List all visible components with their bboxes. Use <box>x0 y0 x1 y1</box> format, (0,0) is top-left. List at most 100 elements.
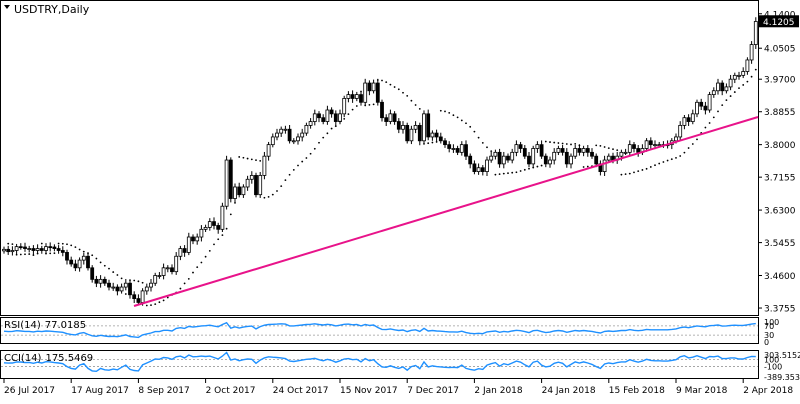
sar-dot <box>452 114 455 117</box>
candle-body <box>443 140 447 146</box>
sar-dot <box>347 113 350 116</box>
sar-dot <box>389 83 392 86</box>
candle-body <box>224 159 229 207</box>
candle-body <box>527 155 531 165</box>
sar-dot <box>196 266 199 269</box>
sar-dot <box>696 138 698 141</box>
sar-dot <box>599 144 602 147</box>
indicator-scale-label: -100 <box>764 363 782 372</box>
sar-dot <box>418 108 421 110</box>
candle-body <box>560 148 565 153</box>
sar-dot <box>633 171 635 174</box>
candle-body <box>695 101 699 115</box>
sar-dot <box>528 167 530 170</box>
candle-body <box>606 155 611 161</box>
candle-body <box>682 117 687 126</box>
candle <box>283 125 288 134</box>
candle <box>367 80 372 96</box>
candle-body <box>480 167 485 172</box>
candle <box>711 87 716 98</box>
candle-body <box>312 113 317 122</box>
trend-line[interactable] <box>133 116 759 307</box>
sar-dot <box>578 144 581 147</box>
candle <box>401 121 405 134</box>
candle <box>170 264 174 275</box>
cci-name: CCI(14) <box>4 353 42 364</box>
sar-dot <box>683 151 686 154</box>
sar-dot <box>208 249 211 252</box>
candle <box>384 114 389 126</box>
sar-dot <box>162 299 165 302</box>
time-tick-label: 15 Nov 2017 <box>340 386 398 396</box>
rsi-value: 77.0185 <box>45 320 86 331</box>
candle-body <box>186 236 191 253</box>
dropdown-triangle-icon[interactable] <box>4 5 10 9</box>
candle-body <box>228 159 233 199</box>
candle-body <box>86 255 90 269</box>
sar-dot <box>15 253 18 256</box>
candle <box>648 137 653 149</box>
sar-dot <box>675 156 677 159</box>
candle-body <box>388 113 393 122</box>
sar-dot <box>166 296 169 299</box>
time-tick-label: 2 Apr 2018 <box>743 386 793 396</box>
sar-dot <box>355 105 358 107</box>
candle <box>186 232 191 256</box>
candle <box>527 151 531 168</box>
candle <box>60 246 65 257</box>
candle-body <box>140 290 145 303</box>
sar-dot <box>490 150 493 153</box>
sar-dot <box>339 120 341 123</box>
candle <box>388 109 393 125</box>
candle <box>422 110 426 144</box>
candle <box>241 184 246 198</box>
time-tick-label: 17 Aug 2017 <box>71 386 129 396</box>
candle-body <box>275 132 279 138</box>
sar-dot <box>330 127 333 130</box>
candle <box>287 125 292 144</box>
sar-dot <box>444 110 446 113</box>
sar-dot <box>183 282 186 285</box>
cci-panel-frame <box>0 350 759 379</box>
candle <box>308 118 313 129</box>
candle <box>703 101 708 115</box>
sar-dot <box>221 234 224 236</box>
rsi-label: RSI(14) 77.0185 <box>4 320 86 331</box>
candle <box>65 249 69 265</box>
candle-body <box>81 255 86 261</box>
candle <box>254 172 258 198</box>
candle-body <box>174 255 179 273</box>
candle-body <box>686 117 691 122</box>
candle <box>707 91 712 113</box>
sar-dot <box>456 116 459 119</box>
candle-body <box>241 186 246 196</box>
sar-dot <box>19 253 22 256</box>
sar-dot <box>364 104 367 107</box>
candle-body <box>556 148 561 153</box>
candle <box>18 243 23 250</box>
sar-dot <box>481 141 484 144</box>
candle-body <box>375 82 380 103</box>
sar-dot <box>410 99 413 102</box>
last-price-label: 4.1205 <box>763 18 795 28</box>
candle-body <box>73 263 78 269</box>
rsi-panel-frame <box>0 317 759 344</box>
sar-dot <box>200 261 203 264</box>
sar-dot <box>280 185 283 188</box>
sar-dot <box>658 162 661 165</box>
sar-dot <box>95 257 98 260</box>
sar-dot <box>187 277 190 280</box>
candle <box>329 107 334 118</box>
candle-body <box>485 159 489 172</box>
candle <box>749 41 754 64</box>
price-axis: 4.1400 4.0505 3.9700 3.8855 3.8000 3.7155 3.63… <box>758 10 799 315</box>
candle <box>753 17 758 49</box>
candle-body <box>304 124 309 134</box>
candle-body <box>573 148 578 157</box>
candle-body <box>489 155 494 161</box>
candle-body <box>291 140 296 143</box>
candle <box>123 278 128 291</box>
candle-body <box>371 82 376 92</box>
